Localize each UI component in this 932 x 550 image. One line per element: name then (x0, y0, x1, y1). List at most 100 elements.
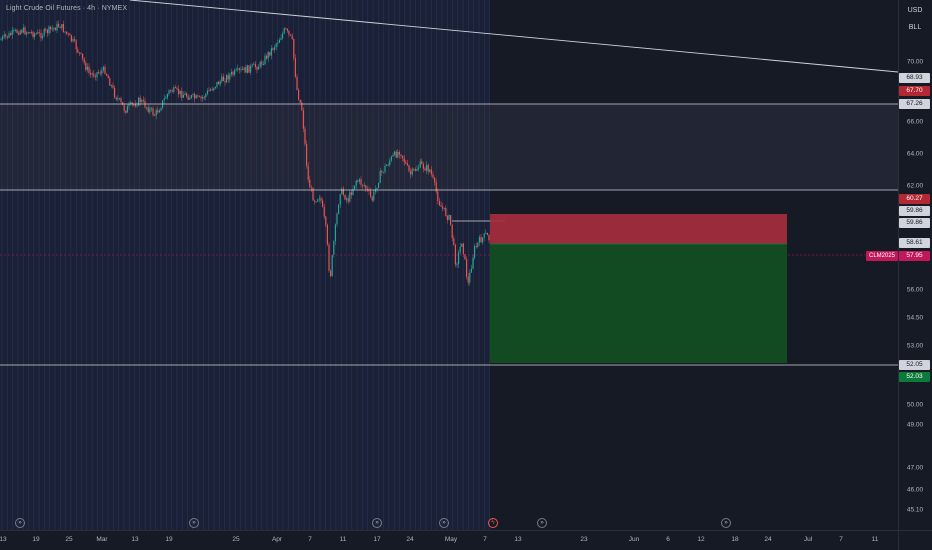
unit-label[interactable]: BLL (908, 24, 922, 31)
candle-body (13, 30, 15, 31)
candle-body (2, 36, 4, 40)
candle-body (67, 33, 69, 35)
time-axis[interactable]: 13 19 25 Mar 13 19 25 Apr 7 11 17 24 May… (0, 530, 898, 550)
candle-body (174, 87, 176, 89)
candle-body (384, 165, 386, 172)
candle-body (45, 29, 47, 30)
candle-body (400, 154, 402, 156)
candle-body (389, 160, 391, 165)
lightning-icon[interactable]: ϟ (488, 518, 498, 528)
take-profit-zone[interactable] (490, 244, 787, 363)
candle-body (118, 98, 120, 100)
price-tick: 53.00 (906, 342, 924, 350)
candle-body (37, 32, 39, 34)
price-tick: 45.10 (906, 506, 924, 514)
replay-icon[interactable]: » (721, 518, 731, 528)
candle-body (109, 78, 111, 86)
price-tick: 46.00 (906, 486, 924, 494)
candle-body (58, 23, 60, 27)
candle-body (90, 72, 92, 75)
candle-body (488, 235, 490, 241)
candle-body (296, 76, 298, 91)
candle-body (435, 182, 437, 192)
candle-body (91, 73, 93, 75)
candle-body (309, 179, 311, 188)
candle-body (198, 96, 200, 98)
candle-body (275, 43, 277, 48)
replay-icon[interactable]: » (15, 518, 25, 528)
candle-body (427, 165, 429, 172)
candle-body (69, 33, 71, 36)
candle-body (419, 161, 421, 168)
candle-body (350, 192, 352, 195)
time-label: 17 (373, 536, 381, 543)
candle-body (379, 170, 381, 184)
time-label: 23 (580, 536, 588, 543)
candle-body (226, 75, 228, 83)
price-tag: 52.05 (899, 360, 930, 370)
price-tick: 54.50 (906, 314, 924, 322)
candle-body (403, 157, 405, 162)
candle-body (426, 165, 428, 171)
candle-body (99, 72, 101, 74)
candle-body (21, 30, 23, 33)
candle-body (349, 192, 351, 202)
candle-body (136, 105, 138, 107)
price-tag: 60.27 (899, 194, 930, 204)
candle-body (442, 206, 444, 209)
candle-body (251, 64, 253, 66)
candle-body (122, 102, 124, 106)
price-tag: 67.70 (899, 86, 930, 96)
currency-label[interactable]: USD (907, 7, 923, 14)
candle-body (371, 196, 373, 201)
candle-body (283, 28, 285, 34)
candle-body (336, 213, 338, 225)
candle-body (357, 180, 359, 182)
candle-body (70, 35, 72, 42)
candle-body (147, 107, 149, 112)
candle-body (266, 55, 268, 59)
candle-body (277, 42, 279, 44)
candle-body (443, 207, 445, 209)
chart-area[interactable]: Light Crude Oil Futures · 4h · NYMEX (0, 0, 898, 530)
price-chart[interactable] (0, 0, 898, 530)
replay-icon[interactable]: » (439, 518, 449, 528)
candle-body (411, 168, 413, 175)
candle-body (312, 188, 314, 201)
candle-body (342, 188, 344, 195)
candle-body (272, 48, 274, 50)
time-label: 13 (514, 536, 522, 543)
candle-body (478, 237, 480, 243)
candle-body (354, 185, 356, 189)
candle-body (304, 128, 306, 144)
replay-icon[interactable]: » (537, 518, 547, 528)
candle-body (214, 86, 216, 89)
time-label: Jul (803, 536, 813, 543)
price-tick: 49.00 (906, 421, 924, 429)
candle-body (238, 68, 240, 70)
candle-body (200, 96, 202, 99)
candle-body (96, 72, 98, 78)
candle-body (149, 108, 151, 112)
candle-body (477, 242, 479, 247)
replay-icon[interactable]: » (189, 518, 199, 528)
candle-body (104, 66, 106, 74)
candle-body (381, 170, 383, 173)
price-tick: 62.00 (906, 182, 924, 190)
history-zone (0, 0, 490, 530)
candle-body (322, 200, 324, 207)
candle-body (237, 68, 239, 70)
candle-body (210, 89, 212, 91)
time-label: 19 (165, 536, 173, 543)
price-tag: 67.26 (899, 99, 930, 109)
replay-icon[interactable]: » (372, 518, 382, 528)
price-tick: 70.00 (906, 58, 924, 66)
candle-body (358, 179, 360, 182)
candle-body (414, 169, 416, 171)
candle-body (234, 70, 236, 75)
candle-body (114, 87, 116, 98)
stop-loss-zone[interactable] (490, 214, 787, 244)
candle-body (205, 93, 207, 98)
candle-body (416, 169, 418, 171)
candle-body (181, 90, 183, 98)
